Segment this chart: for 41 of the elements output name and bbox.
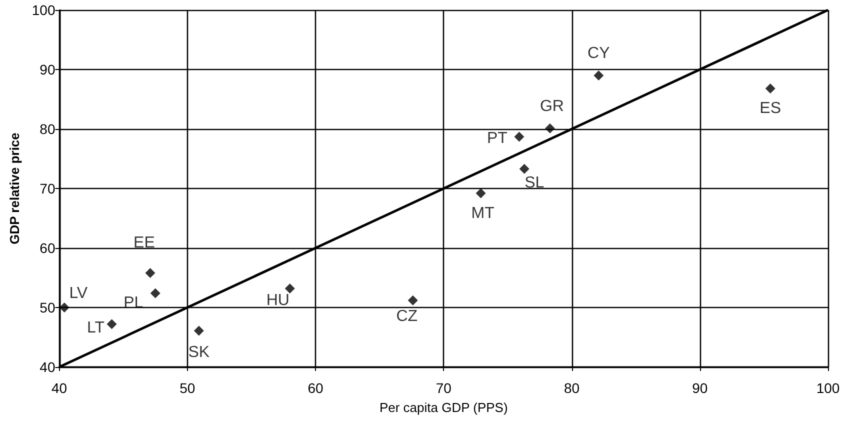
point: [476, 188, 486, 198]
annotation: HU: [266, 292, 290, 309]
x-axis-title: Per capita GDP (PPS): [379, 400, 508, 415]
point: [514, 132, 524, 142]
annotation: ES: [760, 100, 782, 118]
y-tick-label: 40: [40, 359, 56, 375]
y-tick-label: 80: [40, 121, 56, 137]
annotation: SK: [188, 344, 210, 362]
y-tick-label: 70: [40, 180, 56, 196]
annotation: LV: [69, 285, 88, 302]
annotation: SL: [524, 174, 544, 192]
point: [106, 319, 117, 330]
x-tick-label: 70: [436, 380, 452, 396]
annotation: LT: [87, 320, 105, 337]
x-tick-label: 80: [564, 380, 580, 396]
x-tick-label: 50: [180, 380, 196, 396]
y-tick-label: 90: [40, 62, 56, 78]
y-axis-title: GDP relative price: [7, 132, 22, 244]
x-tick-label: 90: [692, 380, 708, 396]
y-tick-label: 50: [40, 300, 56, 316]
annotation: EE: [134, 234, 155, 252]
x-tick-label: 40: [51, 380, 68, 396]
annotation: CZ: [396, 308, 418, 325]
x-tick-label: 60: [308, 380, 324, 396]
y-tick-label: 60: [40, 240, 56, 256]
point: [150, 288, 160, 298]
point: [544, 123, 555, 134]
point: [284, 283, 295, 294]
point: [145, 268, 156, 278]
y-tick-label: 100: [32, 2, 56, 18]
point: [408, 295, 418, 306]
point: [594, 70, 604, 80]
annotation: MT: [471, 204, 495, 222]
point: [59, 302, 70, 312]
annotation: CY: [588, 44, 610, 62]
annotation: PT: [486, 130, 508, 148]
annotation: GR: [540, 98, 564, 115]
x-tick-label: 100: [816, 380, 840, 396]
point: [519, 164, 530, 174]
point: [194, 326, 204, 336]
point: [765, 84, 776, 94]
